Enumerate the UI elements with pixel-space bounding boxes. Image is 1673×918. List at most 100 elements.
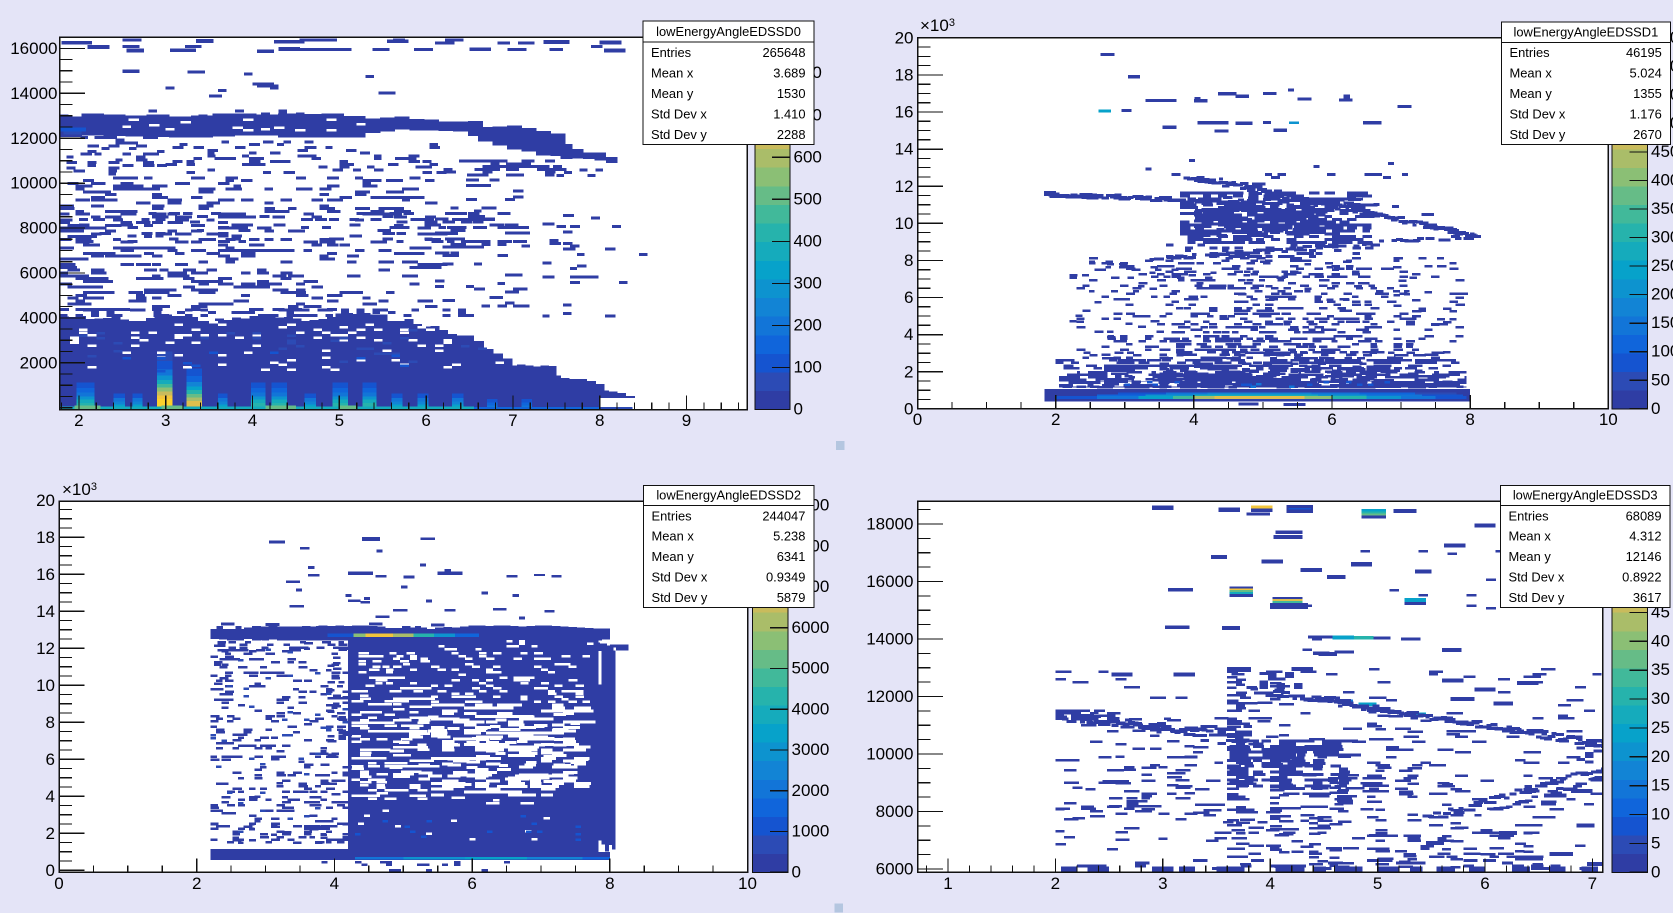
svg-text:1.176: 1.176 [1630,107,1662,122]
svg-text:16000: 16000 [866,572,913,591]
svg-text:0: 0 [54,874,63,893]
svg-text:Mean x: Mean x [651,65,694,80]
svg-text:6000: 6000 [876,860,914,879]
svg-text:244047: 244047 [762,508,805,523]
svg-text:lowEnergyAngleEDSSD2: lowEnergyAngleEDSSD2 [656,488,801,503]
svg-text:1: 1 [943,874,952,893]
svg-text:4: 4 [248,411,257,430]
svg-text:12: 12 [895,177,914,196]
svg-text:4000: 4000 [20,309,58,328]
svg-text:0: 0 [792,862,801,881]
svg-text:16000: 16000 [10,39,57,58]
svg-text:200: 200 [1651,285,1673,304]
svg-text:14000: 14000 [10,84,57,103]
svg-text:0.9349: 0.9349 [766,570,805,585]
svg-text:8: 8 [605,874,614,893]
svg-text:200: 200 [794,315,822,334]
svg-text:100: 100 [794,358,822,377]
svg-text:3.689: 3.689 [773,65,805,80]
svg-text:lowEnergyAngleEDSSD1: lowEnergyAngleEDSSD1 [1514,24,1659,39]
svg-text:4: 4 [330,874,339,893]
svg-text:Std Dev x: Std Dev x [1510,107,1566,122]
svg-text:18000: 18000 [866,515,913,534]
svg-text:lowEnergyAngleEDSSD0: lowEnergyAngleEDSSD0 [656,24,801,39]
svg-text:2288: 2288 [777,127,806,142]
svg-text:7: 7 [508,411,517,430]
svg-text:0: 0 [1651,399,1660,418]
svg-text:Std Dev y: Std Dev y [1510,127,1566,142]
svg-text:Std Dev y: Std Dev y [1509,590,1565,605]
svg-text:30: 30 [1651,689,1670,708]
svg-text:Mean x: Mean x [652,529,695,544]
svg-text:250: 250 [1651,256,1673,275]
svg-text:8: 8 [46,713,55,732]
svg-text:300: 300 [794,273,822,292]
svg-text:350: 350 [1651,199,1673,218]
svg-text:150: 150 [1651,313,1673,332]
svg-text:20: 20 [1651,747,1670,766]
svg-text:6000: 6000 [792,618,830,637]
svg-text:4: 4 [46,787,55,806]
svg-text:Mean x: Mean x [1510,66,1553,81]
svg-text:Mean y: Mean y [651,86,694,101]
svg-text:6000: 6000 [20,264,58,283]
svg-text:2: 2 [192,874,201,893]
svg-text:Std Dev y: Std Dev y [652,590,708,605]
svg-text:0.8922: 0.8922 [1622,570,1661,585]
svg-text:10: 10 [36,676,55,695]
svg-text:10: 10 [1651,805,1670,824]
svg-text:2: 2 [74,411,83,430]
svg-text:12: 12 [36,639,55,658]
svg-text:6: 6 [1480,874,1489,893]
svg-text:Entries: Entries [1510,45,1550,60]
svg-text:6: 6 [904,288,913,307]
svg-text:2: 2 [46,824,55,843]
svg-text:Mean y: Mean y [1510,86,1553,101]
svg-text:8: 8 [595,411,604,430]
svg-text:Entries: Entries [651,45,691,60]
svg-text:Std Dev x: Std Dev x [1509,570,1565,585]
svg-text:Std Dev x: Std Dev x [651,106,707,121]
svg-text:0: 0 [794,400,803,419]
svg-text:400: 400 [794,231,822,250]
svg-text:3: 3 [1158,874,1167,893]
svg-text:68089: 68089 [1626,508,1662,523]
svg-text:20: 20 [36,491,55,510]
svg-text:25: 25 [1651,718,1670,737]
svg-text:Mean y: Mean y [1509,549,1552,564]
svg-text:8000: 8000 [876,802,914,821]
svg-text:4: 4 [1265,874,1274,893]
svg-text:10: 10 [1599,410,1618,429]
svg-text:18: 18 [895,66,914,85]
svg-text:12000: 12000 [10,129,57,148]
svg-text:15: 15 [1651,776,1670,795]
svg-text:4: 4 [904,325,913,344]
svg-text:14: 14 [36,602,55,621]
svg-text:450: 450 [1651,142,1673,161]
svg-text:Std Dev x: Std Dev x [652,570,708,585]
svg-text:10: 10 [895,214,914,233]
svg-text:46195: 46195 [1626,45,1662,60]
svg-text:14000: 14000 [866,630,913,649]
svg-text:1530: 1530 [777,86,806,101]
svg-text:Std Dev y: Std Dev y [651,127,707,142]
svg-text:12146: 12146 [1626,549,1662,564]
svg-text:2: 2 [1051,410,1060,429]
svg-text:10000: 10000 [10,174,57,193]
svg-text:1000: 1000 [792,822,830,841]
svg-text:2670: 2670 [1633,127,1662,142]
svg-text:6: 6 [46,750,55,769]
svg-text:265648: 265648 [762,45,805,60]
svg-text:5: 5 [1373,874,1382,893]
svg-text:500: 500 [794,189,822,208]
svg-text:3: 3 [161,411,170,430]
svg-text:5: 5 [335,411,344,430]
svg-text:4: 4 [1189,410,1198,429]
svg-text:5: 5 [1651,833,1660,852]
svg-text:0: 0 [904,399,913,418]
svg-text:0: 0 [1651,862,1660,881]
svg-text:6: 6 [467,874,476,893]
svg-text:×103: ×103 [62,480,97,499]
svg-text:18: 18 [36,528,55,547]
svg-text:9: 9 [682,411,691,430]
